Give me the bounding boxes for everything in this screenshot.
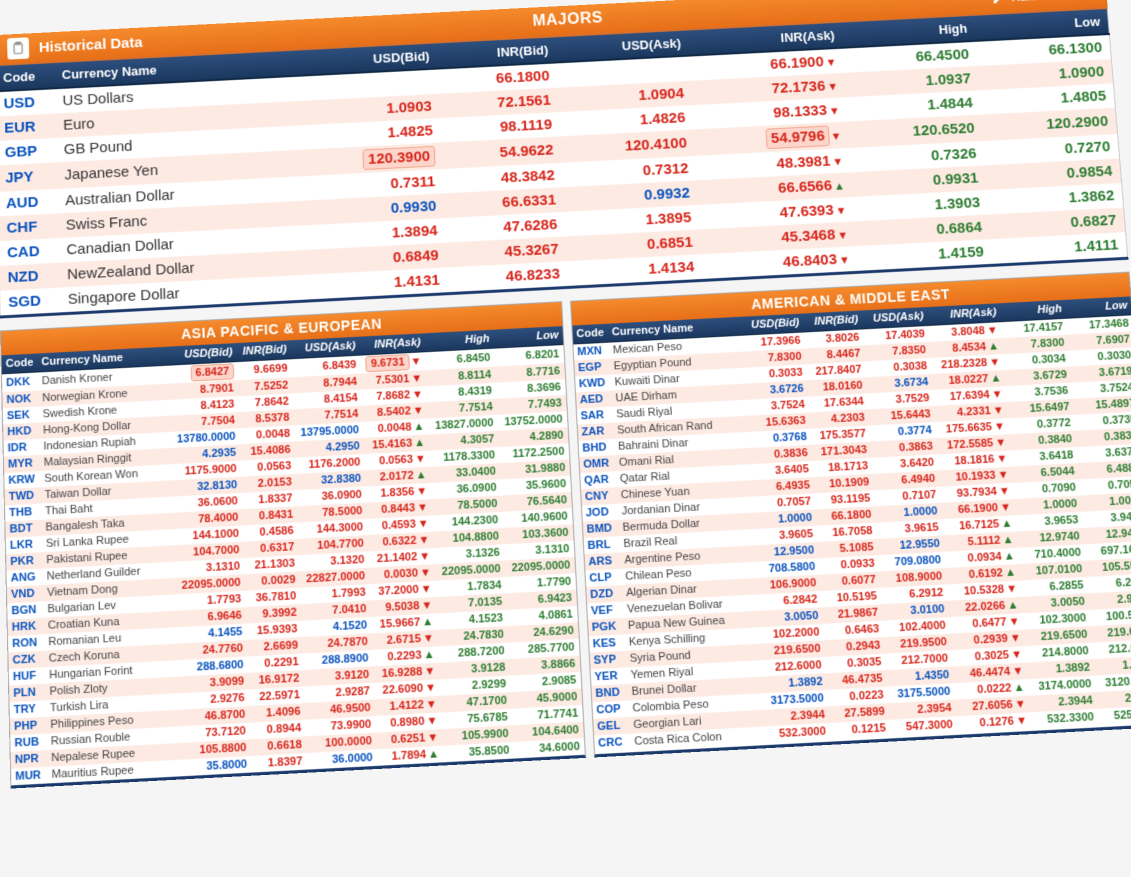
col-code: Code [0,63,54,91]
americas-mideast-table: CodeCurrency NameUSD(Bid)INR(Bid)USD(Ask… [572,296,1131,752]
clipboard-icon [7,37,29,59]
asia-europe-table: CodeCurrency NameUSD(Bid)INR(Bid)USD(Ask… [1,326,584,785]
historical-data-link[interactable]: Historical Data [39,34,143,56]
col-code: Code [1,354,37,374]
rate-cert-link[interactable]: Rate Certificate [991,0,1093,5]
pencil-icon [991,0,1006,5]
rate-cert-label: Rate Certificate [1011,0,1093,4]
americas-mideast-panel: AMERICAN & MIDDLE EAST CodeCurrency Name… [570,272,1131,758]
asia-europe-panel: ASIA PACIFIC & EUROPEAN CodeCurrency Nam… [0,301,586,788]
col-code: Code [572,324,609,344]
